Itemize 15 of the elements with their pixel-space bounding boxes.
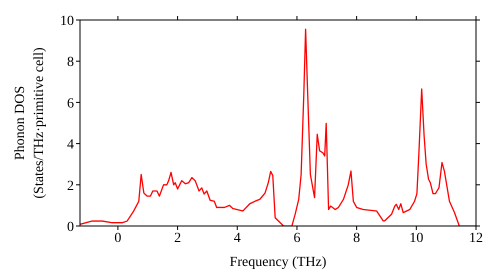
y-axis-title: Phonon DOS (States/THz·primitive cell) — [13, 47, 47, 199]
x-tick-label: 6 — [293, 230, 300, 246]
y-tick-label: 2 — [67, 178, 74, 194]
x-axis-title: Frequency (THz) — [230, 255, 327, 270]
y-tick-label: 8 — [67, 55, 74, 70]
y-tick-label: 6 — [67, 96, 74, 112]
x-tick-label: 10 — [409, 230, 424, 246]
y-tick-label: 0 — [67, 220, 74, 235]
x-tick-label: 8 — [353, 230, 360, 246]
y-tick-label: 10 — [60, 14, 74, 29]
y-tick-label: 4 — [67, 138, 74, 153]
x-tick-label: 12 — [469, 230, 483, 246]
x-tick-label: 2 — [174, 230, 182, 246]
x-tick-label: 4 — [234, 230, 241, 246]
x-tick-label: 0 — [114, 230, 122, 246]
